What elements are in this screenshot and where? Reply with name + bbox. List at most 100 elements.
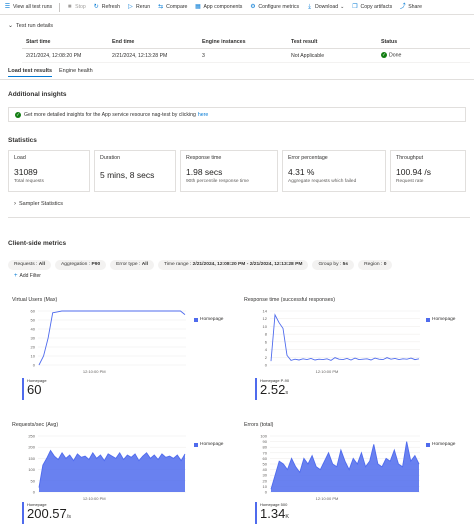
col-test-result: Test result — [291, 39, 318, 45]
stat-label: Response time — [186, 155, 222, 161]
filter-separator: : — [87, 262, 92, 267]
filter-value: 5s — [342, 262, 349, 267]
stat-sub: Aggregate requests which failed — [288, 179, 357, 184]
chart-summary: Homepage 500 1.34K — [255, 502, 289, 524]
tab-engine-health[interactable]: Engine health — [59, 68, 93, 74]
chart-summary: Homepage P-90 2.52s — [255, 378, 289, 400]
check-circle-icon: ✓ — [15, 111, 21, 118]
toolbar-button-label: Copy artifacts — [360, 4, 393, 10]
summary-value-row: 2.52s — [260, 383, 289, 400]
filter-key: Group by — [318, 262, 339, 267]
insights-link[interactable]: here — [197, 111, 209, 118]
filter-pill[interactable]: Error type : All — [110, 260, 154, 270]
filter-key: Time range — [163, 262, 189, 267]
summary-value: 200.57 — [27, 506, 67, 521]
app-components-icon: ▦ — [195, 3, 201, 10]
stop-icon: ■ — [67, 3, 72, 10]
section-divider — [8, 217, 470, 218]
chart-legend[interactable]: Homepage — [426, 442, 455, 447]
filter-pill[interactable]: Region : 0 — [358, 260, 393, 270]
chevron-down-icon: ⌄ — [8, 23, 14, 29]
add-filter-button[interactable]: + Add Filter — [14, 273, 41, 279]
y-tick-label: 14 — [263, 309, 268, 314]
y-tick-label: 0 — [265, 363, 268, 368]
y-tick-label: 0 — [33, 490, 36, 495]
y-tick-label: 8 — [265, 332, 268, 337]
toolbar-button-label: Rerun — [135, 4, 151, 10]
toolbar-download-button[interactable]: ⤓ Download ⌄ — [306, 4, 344, 11]
y-tick-label: 90 — [263, 439, 268, 444]
chart-title: Virtual Users (Max) — [12, 297, 58, 303]
x-tick-label: 12:10:00 PM — [316, 369, 339, 374]
toolbar-button-label: Refresh — [101, 4, 120, 10]
toolbar-separator — [59, 2, 61, 12]
chart-plot: 0 10 20 30 40 50 60 12:10:00 PM — [31, 309, 186, 374]
toolbar-list-button[interactable]: ☰ View all test runs — [4, 4, 52, 11]
x-tick-label: 12:10:00 PM — [316, 496, 339, 501]
toolbar-refresh-button[interactable]: ↻ Refresh — [93, 4, 120, 11]
table-row: 2/21/2024, 12:08:20 PM 2/21/2024, 12:13:… — [22, 49, 470, 63]
y-tick-label: 50 — [263, 462, 268, 467]
summary-value-row: 200.57/s — [27, 507, 71, 524]
y-tick-label: 100 — [28, 467, 35, 472]
stat-card-response-time: Response time 1.98 secs 90th percentile … — [180, 150, 278, 192]
toolbar-app-components-button[interactable]: ▦ App components — [194, 4, 242, 11]
share-icon: ⤴ — [399, 3, 406, 10]
stat-card-load: Load 31089 Total requests — [8, 150, 90, 192]
stat-value: 100.94 /s — [396, 167, 431, 177]
stat-value: 1.98 secs — [186, 167, 223, 177]
stat-label: Throughput — [396, 155, 424, 161]
toolbar-button-label: View all test runs — [13, 4, 53, 10]
toolbar-button-label: Configure metrics — [258, 4, 300, 10]
chart-title: Response time (successful responses) — [244, 297, 335, 303]
tabs-divider — [0, 79, 474, 80]
insights-heading: Additional insights — [8, 91, 67, 98]
summary-value: 1.34 — [260, 506, 286, 521]
test-run-details-toggle[interactable]: ⌄ Test run details — [8, 22, 53, 30]
y-tick-label: 0 — [33, 363, 36, 368]
y-tick-label: 10 — [263, 484, 268, 489]
stat-label: Load — [14, 155, 26, 161]
rerun-icon: ▷ — [128, 3, 133, 10]
summary-label: Homepage — [27, 502, 47, 507]
filter-pill[interactable]: Time range : 2/21/2024, 12:08:20 PM - 2/… — [157, 260, 309, 270]
y-tick-label: 30 — [263, 473, 268, 478]
legend-label: Homepage — [200, 317, 224, 322]
stat-sub: 90th percentile response time — [186, 179, 249, 184]
toolbar-share-button[interactable]: ⤴ Share — [399, 4, 422, 11]
compare-icon: ⇆ — [158, 3, 164, 10]
toolbar-stop-button[interactable]: ■ Stop — [66, 4, 86, 11]
y-tick-label: 10 — [263, 324, 268, 329]
toolbar-copy-button[interactable]: ❐ Copy artifacts — [351, 4, 392, 11]
insights-text: Get more detailed insights for the App s… — [24, 111, 196, 118]
filter-key: Error type — [116, 262, 138, 267]
tab-load-test-results[interactable]: Load test results — [8, 68, 53, 77]
y-tick-label: 200 — [28, 445, 35, 450]
toolbar-gear-button[interactable]: ⚙ Configure metrics — [249, 4, 299, 11]
y-tick-label: 40 — [263, 467, 268, 472]
chart-legend[interactable]: Homepage — [426, 317, 455, 322]
filter-key: Aggregation — [61, 262, 88, 267]
filter-value: 0 — [383, 262, 387, 267]
chart-legend[interactable]: Homepage — [194, 442, 223, 447]
sampler-statistics-toggle[interactable]: › Sampler Statistics — [14, 201, 63, 207]
filter-pill[interactable]: Aggregation : P90 — [55, 260, 107, 270]
filter-separator: : — [137, 262, 142, 267]
engine-instances-value: 3 — [202, 52, 205, 59]
col-status: Status — [381, 39, 398, 45]
y-tick-label: 12 — [263, 316, 268, 321]
stat-value: 31089 — [14, 167, 38, 177]
summary-unit: K — [285, 514, 289, 520]
result-tabs: Load test results Engine health — [8, 68, 100, 77]
y-tick-label: 60 — [31, 309, 36, 314]
chart-legend[interactable]: Homepage — [194, 317, 223, 322]
toolbar-compare-button[interactable]: ⇆ Compare — [157, 4, 187, 11]
legend-label: Homepage — [200, 442, 224, 447]
filter-pills: Requests : All Aggregation : P90 Error typ… — [8, 260, 448, 270]
summary-value-row: 60 — [27, 383, 47, 400]
toolbar-rerun-button[interactable]: ▷ Rerun — [127, 4, 150, 11]
filter-pill[interactable]: Requests : All — [8, 260, 51, 270]
filter-pill[interactable]: Group by : 5s — [312, 260, 355, 270]
y-tick-label: 2 — [265, 355, 268, 360]
